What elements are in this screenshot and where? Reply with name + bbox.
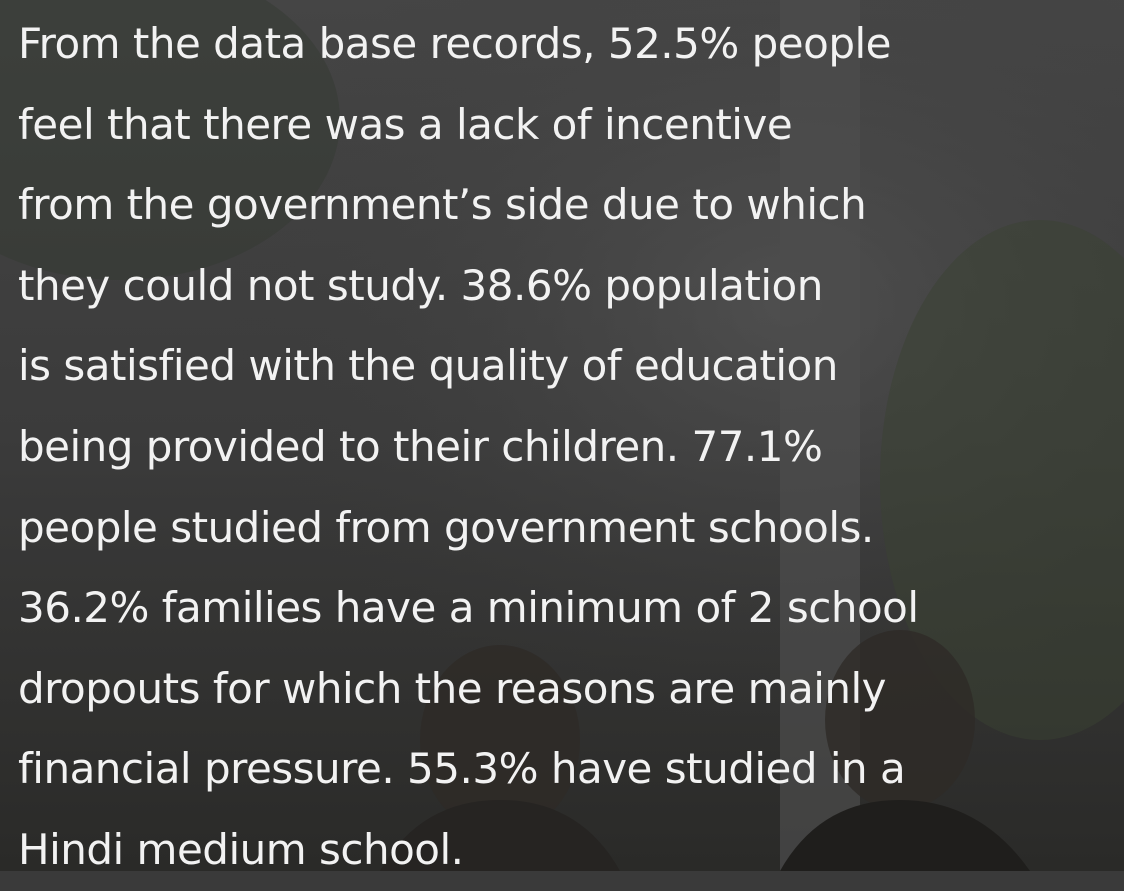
text-line: From the data base records, 52.5% people [18, 4, 1124, 85]
text-block: From the data base records, 52.5% people… [18, 4, 1124, 891]
text-line: Hindi medium school. [18, 810, 1124, 891]
page: From the data base records, 52.5% people… [0, 0, 1124, 871]
text-line: people studied from government schools. [18, 488, 1124, 569]
text-line: financial pressure. 55.3% have studied i… [18, 729, 1124, 810]
text-line: they could not study. 38.6% population [18, 246, 1124, 327]
text-line: feel that there was a lack of incentive [18, 85, 1124, 166]
text-line: dropouts for which the reasons are mainl… [18, 649, 1124, 730]
text-line: from the government’s side due to which [18, 165, 1124, 246]
text-line: 36.2% families have a minimum of 2 schoo… [18, 568, 1124, 649]
text-line: being provided to their children. 77.1% [18, 407, 1124, 488]
text-line: is satisfied with the quality of educati… [18, 326, 1124, 407]
